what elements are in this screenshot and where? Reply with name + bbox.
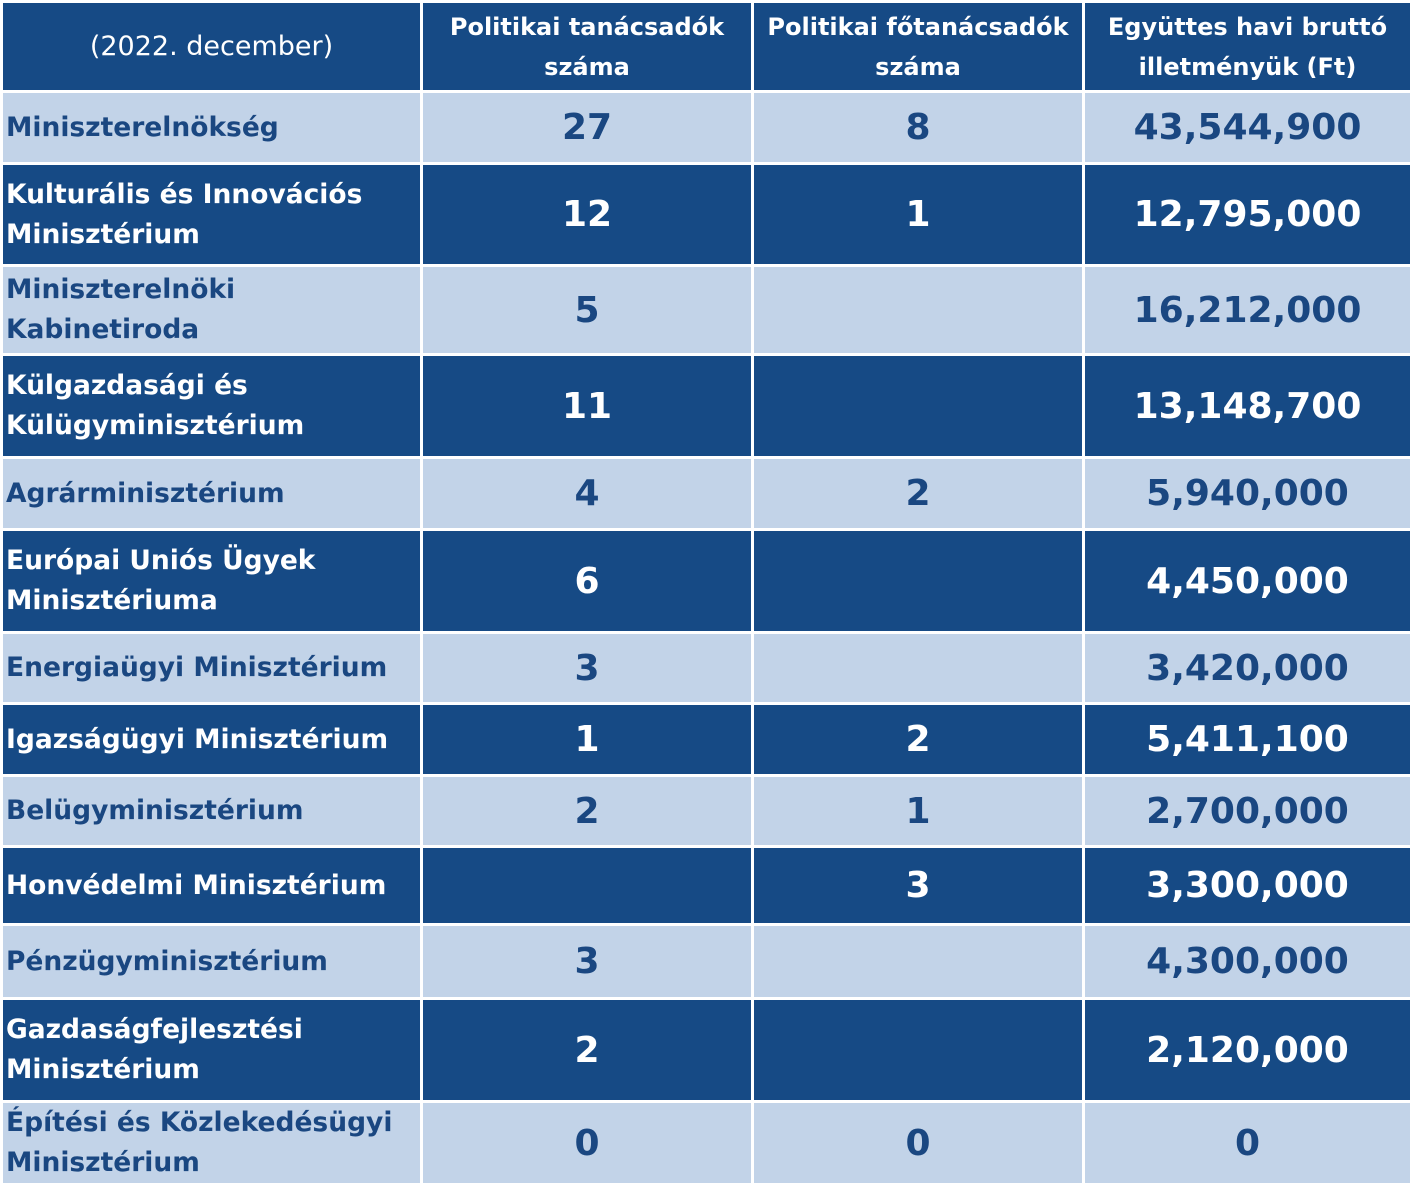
senior-advisors-count: 1 [753,776,1084,847]
salary-total: 0 [1084,1102,1410,1185]
advisors-count: 2 [422,776,753,847]
senior-advisors-count: 8 [753,92,1084,164]
ministry-name: Európai Uniós Ügyek Minisztériuma [2,530,422,633]
senior-advisors-count: 1 [753,164,1084,266]
table-row: Gazdaságfejlesztési Minisztérium 2 2,120… [2,999,1410,1102]
salary-total: 3,420,000 [1084,633,1410,704]
ministry-name: Miniszterelnökség [2,92,422,164]
table-row: Építési és Közlekedésügyi Minisztérium 0… [2,1102,1410,1185]
ministry-name: Építési és Közlekedésügyi Minisztérium [2,1102,422,1185]
senior-advisors-count [753,530,1084,633]
header-advisors: Politikai tanácsadók száma [422,2,753,92]
advisors-count: 11 [422,355,753,458]
header-salary: Együttes havi bruttó illetményük (Ft) [1084,2,1410,92]
senior-advisors-count [753,925,1084,999]
salary-total: 16,212,000 [1084,266,1410,355]
header-row: (2022. december) Politikai tanácsadók sz… [2,2,1410,92]
header-period: (2022. december) [2,2,422,92]
ministry-name: Belügyminisztérium [2,776,422,847]
advisors-count: 2 [422,999,753,1102]
salary-total: 2,700,000 [1084,776,1410,847]
salary-total: 5,940,000 [1084,458,1410,530]
salary-total: 13,148,700 [1084,355,1410,458]
ministry-name: Igazságügyi Minisztérium [2,704,422,776]
senior-advisors-count [753,999,1084,1102]
header-senior-advisors: Politikai főtanácsadók száma [753,2,1084,92]
salary-total: 3,300,000 [1084,847,1410,925]
ministry-name: Honvédelmi Minisztérium [2,847,422,925]
advisors-count: 1 [422,704,753,776]
table-row: Kulturális és Innovációs Minisztérium 12… [2,164,1410,266]
senior-advisors-count: 2 [753,458,1084,530]
advisors-count: 5 [422,266,753,355]
ministry-name: Agrárminisztérium [2,458,422,530]
table-row: Miniszterelnökség 27 8 43,544,900 [2,92,1410,164]
advisors-count: 27 [422,92,753,164]
table-row: Energiaügyi Minisztérium 3 3,420,000 [2,633,1410,704]
table-row: Igazságügyi Minisztérium 1 2 5,411,100 [2,704,1410,776]
salary-total: 43,544,900 [1084,92,1410,164]
salary-total: 5,411,100 [1084,704,1410,776]
table-row: Külgazdasági és Külügyminisztérium 11 13… [2,355,1410,458]
senior-advisors-count [753,355,1084,458]
ministry-name: Külgazdasági és Külügyminisztérium [2,355,422,458]
advisors-count: 4 [422,458,753,530]
salary-total: 12,795,000 [1084,164,1410,266]
senior-advisors-count [753,266,1084,355]
salary-total: 4,450,000 [1084,530,1410,633]
senior-advisors-count [753,633,1084,704]
table-row: Belügyminisztérium 2 1 2,700,000 [2,776,1410,847]
senior-advisors-count: 3 [753,847,1084,925]
table-row: Agrárminisztérium 4 2 5,940,000 [2,458,1410,530]
senior-advisors-count: 2 [753,704,1084,776]
ministry-name: Energiaügyi Minisztérium [2,633,422,704]
ministry-name: Miniszterelnöki Kabinetiroda [2,266,422,355]
advisors-count: 0 [422,1102,753,1185]
table-row: Európai Uniós Ügyek Minisztériuma 6 4,45… [2,530,1410,633]
advisors-count: 3 [422,633,753,704]
table-row: Miniszterelnöki Kabinetiroda 5 16,212,00… [2,266,1410,355]
advisors-count [422,847,753,925]
ministry-name: Pénzügyminisztérium [2,925,422,999]
salary-total: 2,120,000 [1084,999,1410,1102]
advisors-count: 12 [422,164,753,266]
table-row: Honvédelmi Minisztérium 3 3,300,000 [2,847,1410,925]
advisors-count: 6 [422,530,753,633]
ministry-name: Kulturális és Innovációs Minisztérium [2,164,422,266]
senior-advisors-count: 0 [753,1102,1084,1185]
salary-total: 4,300,000 [1084,925,1410,999]
table-row: Pénzügyminisztérium 3 4,300,000 [2,925,1410,999]
ministry-name: Gazdaságfejlesztési Minisztérium [2,999,422,1102]
advisors-count: 3 [422,925,753,999]
